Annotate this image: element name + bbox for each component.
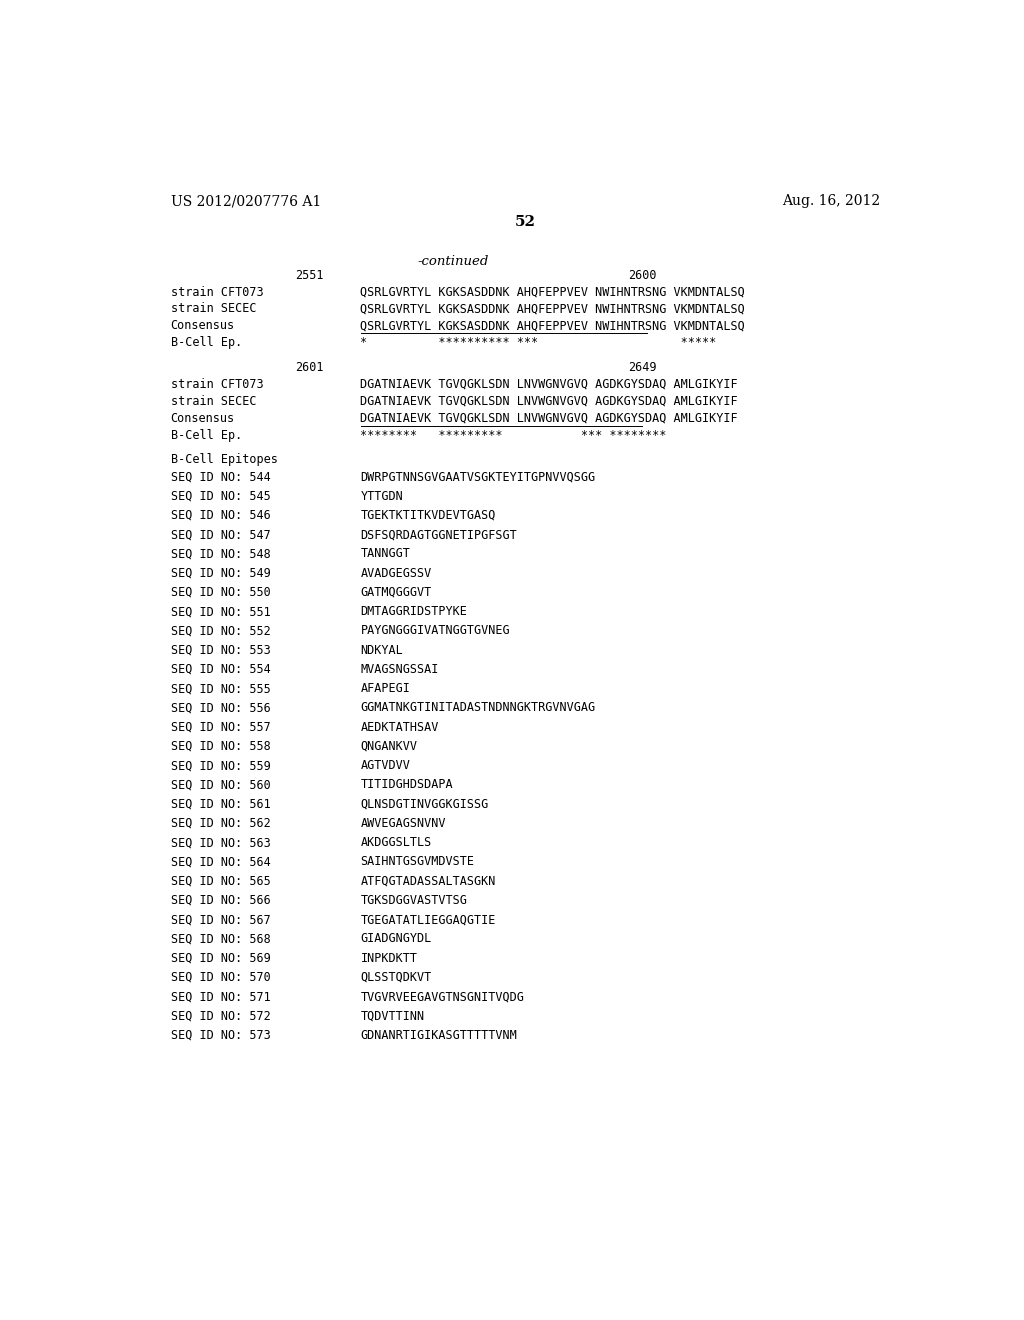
Text: SEQ ID NO: 553: SEQ ID NO: 553 bbox=[171, 644, 270, 656]
Text: SEQ ID NO: 566: SEQ ID NO: 566 bbox=[171, 894, 270, 907]
Text: GATMQGGGVT: GATMQGGGVT bbox=[360, 586, 432, 599]
Text: DSFSQRDAGTGGNETIPGFSGT: DSFSQRDAGTGGNETIPGFSGT bbox=[360, 528, 517, 541]
Text: TANNGGT: TANNGGT bbox=[360, 548, 411, 561]
Text: MVAGSNGSSAI: MVAGSNGSSAI bbox=[360, 663, 439, 676]
Text: TITIDGHDSDAPA: TITIDGHDSDAPA bbox=[360, 779, 454, 792]
Text: NDKYAL: NDKYAL bbox=[360, 644, 403, 656]
Text: QSRLGVRTYL KGKSASDDNK AHQFEPPVEV NWIHNTRSNG VKMDNTALSQ: QSRLGVRTYL KGKSASDDNK AHQFEPPVEV NWIHNTR… bbox=[360, 285, 745, 298]
Text: SEQ ID NO: 563: SEQ ID NO: 563 bbox=[171, 836, 270, 849]
Text: strain CFT073: strain CFT073 bbox=[171, 285, 263, 298]
Text: 2649: 2649 bbox=[628, 360, 656, 374]
Text: SEQ ID NO: 558: SEQ ID NO: 558 bbox=[171, 739, 270, 752]
Text: DMTAGGRIDSTPYKE: DMTAGGRIDSTPYKE bbox=[360, 605, 467, 618]
Text: SEQ ID NO: 570: SEQ ID NO: 570 bbox=[171, 970, 270, 983]
Text: TGEKTKTITKVDEVTGASQ: TGEKTKTITKVDEVTGASQ bbox=[360, 508, 496, 521]
Text: AGTVDVV: AGTVDVV bbox=[360, 759, 411, 772]
Text: SEQ ID NO: 547: SEQ ID NO: 547 bbox=[171, 528, 270, 541]
Text: QLSSTQDKVT: QLSSTQDKVT bbox=[360, 970, 432, 983]
Text: 2551: 2551 bbox=[295, 268, 324, 281]
Text: SEQ ID NO: 556: SEQ ID NO: 556 bbox=[171, 701, 270, 714]
Text: DGATNIAEVK TGVQGKLSDN LNVWGNVGVQ AGDKGYSDAQ AMLGIKYIF: DGATNIAEVK TGVQGKLSDN LNVWGNVGVQ AGDKGYS… bbox=[360, 378, 738, 391]
Text: ********   *********           *** ********: ******** ********* *** ******** bbox=[360, 429, 667, 442]
Text: SEQ ID NO: 546: SEQ ID NO: 546 bbox=[171, 508, 270, 521]
Text: INPKDKTT: INPKDKTT bbox=[360, 952, 418, 965]
Text: GGMATNKGTINITADASTNDNNGKTRGVNVGAG: GGMATNKGTINITADASTNDNNGKTRGVNVGAG bbox=[360, 701, 596, 714]
Text: AFAPEGI: AFAPEGI bbox=[360, 682, 411, 696]
Text: SEQ ID NO: 545: SEQ ID NO: 545 bbox=[171, 490, 270, 503]
Text: DGATNIAEVK TGVQGKLSDN LNVWGNVGVQ AGDKGYSDAQ AMLGIKYIF: DGATNIAEVK TGVQGKLSDN LNVWGNVGVQ AGDKGYS… bbox=[360, 412, 738, 425]
Text: Aug. 16, 2012: Aug. 16, 2012 bbox=[781, 194, 880, 209]
Text: SEQ ID NO: 565: SEQ ID NO: 565 bbox=[171, 875, 270, 887]
Text: -continued: -continued bbox=[418, 255, 489, 268]
Text: AWVEGAGSNVNV: AWVEGAGSNVNV bbox=[360, 817, 446, 830]
Text: strain CFT073: strain CFT073 bbox=[171, 378, 263, 391]
Text: GDNANRTIGIKASGTTTTTVNM: GDNANRTIGIKASGTTTTTVNM bbox=[360, 1028, 517, 1041]
Text: QSRLGVRTYL KGKSASDDNK AHQFEPPVEV NWIHNTRSNG VKMDNTALSQ: QSRLGVRTYL KGKSASDDNK AHQFEPPVEV NWIHNTR… bbox=[360, 302, 745, 315]
Text: SEQ ID NO: 548: SEQ ID NO: 548 bbox=[171, 548, 270, 561]
Text: PAYGNGGGIVATNGGTGVNEG: PAYGNGGGIVATNGGTGVNEG bbox=[360, 624, 510, 638]
Text: SEQ ID NO: 567: SEQ ID NO: 567 bbox=[171, 913, 270, 927]
Text: US 2012/0207776 A1: US 2012/0207776 A1 bbox=[171, 194, 321, 209]
Text: 52: 52 bbox=[514, 215, 536, 230]
Text: B-Cell Epitopes: B-Cell Epitopes bbox=[171, 453, 278, 466]
Text: SEQ ID NO: 560: SEQ ID NO: 560 bbox=[171, 779, 270, 792]
Text: SEQ ID NO: 573: SEQ ID NO: 573 bbox=[171, 1028, 270, 1041]
Text: SEQ ID NO: 549: SEQ ID NO: 549 bbox=[171, 566, 270, 579]
Text: B-Cell Ep.: B-Cell Ep. bbox=[171, 429, 242, 442]
Text: TVGVRVEEGAVGTNSGNITVQDG: TVGVRVEEGAVGTNSGNITVQDG bbox=[360, 990, 524, 1003]
Text: SEQ ID NO: 561: SEQ ID NO: 561 bbox=[171, 797, 270, 810]
Text: SEQ ID NO: 551: SEQ ID NO: 551 bbox=[171, 605, 270, 618]
Text: TGKSDGGVASTVTSG: TGKSDGGVASTVTSG bbox=[360, 894, 467, 907]
Text: AEDKTATHSAV: AEDKTATHSAV bbox=[360, 721, 439, 734]
Text: DWRPGTNNSGVGAATVSGKTEYITGPNVVQSGG: DWRPGTNNSGVGAATVSGKTEYITGPNVVQSGG bbox=[360, 470, 596, 483]
Text: Consensus: Consensus bbox=[171, 319, 234, 333]
Text: SEQ ID NO: 569: SEQ ID NO: 569 bbox=[171, 952, 270, 965]
Text: TQDVTTINN: TQDVTTINN bbox=[360, 1010, 425, 1022]
Text: Consensus: Consensus bbox=[171, 412, 234, 425]
Text: QLNSDGTINVGGKGISSG: QLNSDGTINVGGKGISSG bbox=[360, 797, 488, 810]
Text: strain SECEC: strain SECEC bbox=[171, 395, 256, 408]
Text: ATFQGTADASSALTASGKN: ATFQGTADASSALTASGKN bbox=[360, 875, 496, 887]
Text: SEQ ID NO: 559: SEQ ID NO: 559 bbox=[171, 759, 270, 772]
Text: AVADGEGSSV: AVADGEGSSV bbox=[360, 566, 432, 579]
Text: SEQ ID NO: 572: SEQ ID NO: 572 bbox=[171, 1010, 270, 1022]
Text: GIADGNGYDL: GIADGNGYDL bbox=[360, 932, 432, 945]
Text: SEQ ID NO: 557: SEQ ID NO: 557 bbox=[171, 721, 270, 734]
Text: SEQ ID NO: 550: SEQ ID NO: 550 bbox=[171, 586, 270, 599]
Text: TGEGATATLIEGGAQGTIE: TGEGATATLIEGGAQGTIE bbox=[360, 913, 496, 927]
Text: SEQ ID NO: 562: SEQ ID NO: 562 bbox=[171, 817, 270, 830]
Text: YTTGDN: YTTGDN bbox=[360, 490, 403, 503]
Text: strain SECEC: strain SECEC bbox=[171, 302, 256, 315]
Text: *          ********** ***                    *****: * ********** *** ***** bbox=[360, 337, 717, 350]
Text: SEQ ID NO: 555: SEQ ID NO: 555 bbox=[171, 682, 270, 696]
Text: SEQ ID NO: 552: SEQ ID NO: 552 bbox=[171, 624, 270, 638]
Text: SAIHNTGSGVMDVSTE: SAIHNTGSGVMDVSTE bbox=[360, 855, 474, 869]
Text: AKDGGSLTLS: AKDGGSLTLS bbox=[360, 836, 432, 849]
Text: SEQ ID NO: 564: SEQ ID NO: 564 bbox=[171, 855, 270, 869]
Text: 2601: 2601 bbox=[295, 360, 324, 374]
Text: SEQ ID NO: 554: SEQ ID NO: 554 bbox=[171, 663, 270, 676]
Text: SEQ ID NO: 544: SEQ ID NO: 544 bbox=[171, 470, 270, 483]
Text: B-Cell Ep.: B-Cell Ep. bbox=[171, 337, 242, 350]
Text: 2600: 2600 bbox=[628, 268, 656, 281]
Text: DGATNIAEVK TGVQGKLSDN LNVWGNVGVQ AGDKGYSDAQ AMLGIKYIF: DGATNIAEVK TGVQGKLSDN LNVWGNVGVQ AGDKGYS… bbox=[360, 395, 738, 408]
Text: QSRLGVRTYL KGKSASDDNK AHQFEPPVEV NWIHNTRSNG VKMDNTALSQ: QSRLGVRTYL KGKSASDDNK AHQFEPPVEV NWIHNTR… bbox=[360, 319, 745, 333]
Text: QNGANKVV: QNGANKVV bbox=[360, 739, 418, 752]
Text: SEQ ID NO: 568: SEQ ID NO: 568 bbox=[171, 932, 270, 945]
Text: SEQ ID NO: 571: SEQ ID NO: 571 bbox=[171, 990, 270, 1003]
